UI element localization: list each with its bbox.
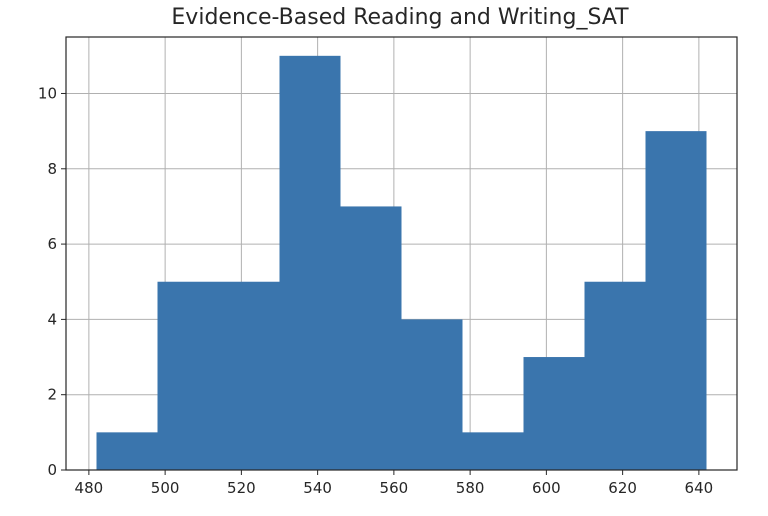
x-tick-label: 480 bbox=[75, 479, 104, 497]
histogram-bar bbox=[584, 281, 646, 470]
x-axis-ticks: 480 500 520 540 560 580 600 620 640 bbox=[75, 470, 714, 497]
x-tick-label: 580 bbox=[456, 479, 485, 497]
histogram-bar bbox=[645, 131, 707, 470]
y-tick-label: 8 bbox=[47, 160, 57, 178]
x-tick-label: 620 bbox=[608, 479, 637, 497]
y-tick-label: 0 bbox=[47, 461, 57, 479]
histogram-bar bbox=[279, 55, 341, 471]
y-axis-ticks: 0 2 4 6 8 10 bbox=[38, 84, 66, 479]
y-tick-label: 2 bbox=[47, 386, 57, 404]
histogram-bar bbox=[340, 206, 402, 470]
x-tick-label: 640 bbox=[685, 479, 714, 497]
y-tick-label: 10 bbox=[38, 84, 57, 102]
histogram-bar bbox=[218, 281, 280, 470]
x-tick-label: 560 bbox=[380, 479, 409, 497]
histogram-bar bbox=[462, 432, 524, 470]
x-tick-label: 600 bbox=[532, 479, 561, 497]
plot-frame bbox=[65, 36, 738, 471]
histogram-bar bbox=[523, 357, 585, 470]
x-tick-label: 540 bbox=[303, 479, 332, 497]
x-tick-label: 520 bbox=[227, 479, 256, 497]
chart-title: Evidence-Based Reading and Writing_SAT bbox=[171, 5, 629, 30]
histogram-bar bbox=[401, 319, 463, 470]
histogram-bar bbox=[96, 432, 158, 470]
y-tick-label: 4 bbox=[47, 310, 57, 328]
bars bbox=[96, 55, 707, 471]
histogram-bar bbox=[157, 281, 219, 470]
x-tick-label: 500 bbox=[151, 479, 180, 497]
y-tick-label: 6 bbox=[47, 235, 57, 253]
